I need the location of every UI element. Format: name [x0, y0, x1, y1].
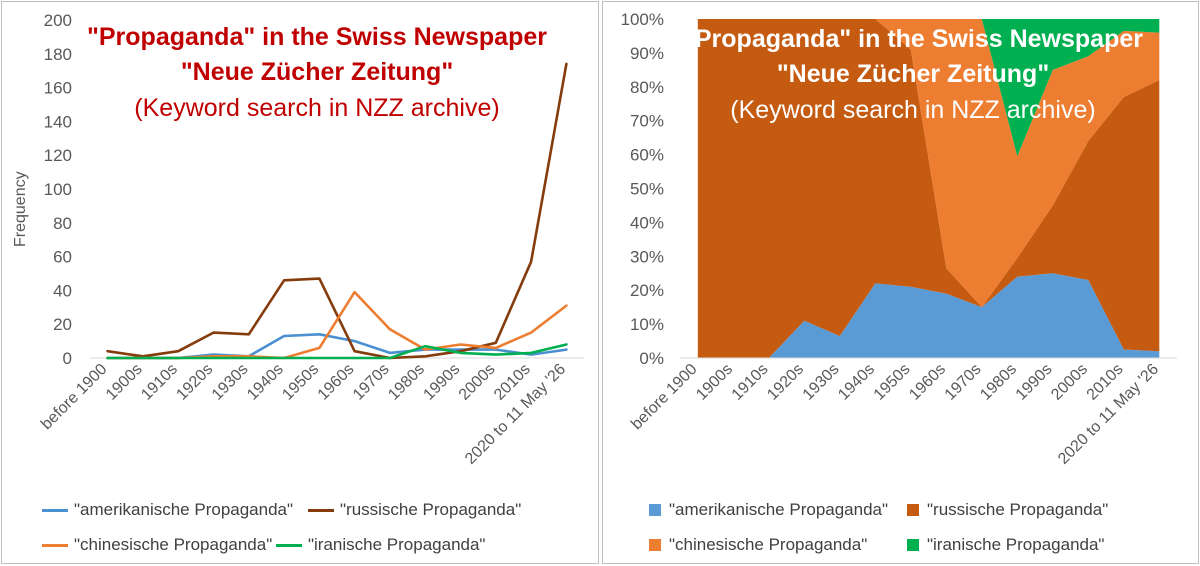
legend-item: "chinesische Propaganda" [42, 535, 272, 555]
legend-item: "iranische Propaganda" [276, 535, 485, 555]
legend-swatch [42, 543, 68, 547]
legend-item: "chinesische Propaganda" [649, 535, 867, 555]
x-tick-label: 1950s [871, 361, 914, 404]
series-area [697, 19, 1160, 157]
legend-swatch [907, 504, 919, 516]
y-tick-label: 60 [53, 248, 72, 267]
legend-label: "chinesische Propaganda" [669, 535, 868, 554]
y-tick-label: 40% [630, 213, 664, 232]
y-tick-label: 100% [621, 10, 664, 29]
x-tick-label: 1970s [350, 361, 393, 404]
x-tick-label: 1920s [764, 361, 807, 404]
legend-item: "russische Propaganda" [308, 500, 521, 520]
y-tick-label: 0 [63, 349, 72, 368]
y-tick-label: 140 [44, 112, 72, 131]
y-tick-label: 120 [44, 146, 72, 165]
y-tick-label: 10% [630, 315, 664, 334]
x-tick-label: 1980s [977, 361, 1020, 404]
y-axis-label: Frequency [12, 171, 29, 247]
legend-label: "chinesische Propaganda" [74, 535, 273, 554]
series-line [106, 290, 568, 360]
y-tick-label: 50% [630, 180, 664, 199]
line-chart-panel: 0 20 40 60 80 100 120 140 160 180 200 before 1900 19… [1, 1, 599, 564]
x-tick-label: 1910s [138, 361, 181, 404]
legend-label: "amerikanische Propaganda" [669, 500, 889, 519]
legend-swatch [42, 508, 68, 512]
legend-item: "russische Propaganda" [907, 500, 1108, 520]
legend-swatch [907, 539, 919, 551]
y-tick-label: 60% [630, 146, 664, 165]
x-tick-label: 1930s [800, 361, 843, 404]
x-tick-label: 1910s [729, 361, 772, 404]
y-tick-label: 20% [630, 281, 664, 300]
x-tick-label: 1960s [906, 361, 949, 404]
legend-label: "iranische Propaganda" [308, 535, 486, 554]
y-tick-label: 0% [639, 349, 664, 368]
area-chart-panel: 0% 10% 20% 30% 40% 50% 60% 70% 80% 90% 100% before … [602, 1, 1199, 564]
legend-item: "amerikanische Propaganda" [42, 500, 293, 520]
legend-label: "amerikanische Propaganda" [74, 500, 294, 519]
y-tick-label: 90% [630, 44, 664, 63]
legend-item: "amerikanische Propaganda" [649, 500, 888, 520]
legend-label: "iranische Propaganda" [927, 535, 1105, 554]
x-tick-label: 1900s [103, 361, 146, 404]
x-tick-label: 1990s [420, 361, 463, 404]
x-tick-label: 1950s [279, 361, 322, 404]
x-tick-label: 1920s [173, 361, 216, 404]
chart-subtitle: (Keyword search in NZZ archive) [134, 94, 500, 122]
area-chart: 0% 10% 20% 30% 40% 50% 60% 70% 80% 90% 100% before … [621, 10, 1177, 468]
legend-label: "russische Propaganda" [927, 500, 1109, 519]
x-tick-label: before 1900 [38, 361, 110, 433]
series-area [697, 273, 1160, 358]
y-tick-label: 100 [44, 180, 72, 199]
x-tick-label: before 1900 [628, 361, 700, 433]
x-tick-label: 1940s [244, 361, 287, 404]
x-tick-label: 1960s [315, 361, 358, 404]
series-area [697, 19, 1160, 308]
y-tick-label: 180 [44, 45, 72, 64]
y-tick-label: 40 [53, 281, 72, 300]
legend-swatch [649, 539, 661, 551]
series-area [697, 19, 1160, 358]
legend-swatch [308, 508, 334, 512]
chart-title: "Propaganda" in the Swiss Newspaper [683, 25, 1143, 53]
y-tick-label: 20 [53, 315, 72, 334]
y-tick-label: 160 [44, 79, 72, 98]
series-line [106, 62, 568, 360]
series-line [106, 343, 568, 360]
legend-item: "iranische Propaganda" [907, 535, 1104, 555]
legend-swatch [276, 543, 302, 547]
y-tick-label: 200 [44, 11, 72, 30]
chart-title: "Propaganda" in the Swiss Newspaper [87, 23, 547, 51]
x-tick-label: 2000s [1048, 361, 1091, 404]
x-tick-label: 2000s [456, 361, 499, 404]
y-tick-label: 80% [630, 78, 664, 97]
x-tick-label: 1990s [1013, 361, 1056, 404]
y-tick-label: 80 [53, 214, 72, 233]
x-tick-label: 1980s [385, 361, 428, 404]
legend-swatch [649, 504, 661, 516]
x-tick-label: 1970s [942, 361, 985, 404]
chart-title-line2: "Neue Zücher Zeitung" [180, 58, 454, 86]
x-tick-label: 1900s [693, 361, 736, 404]
x-tick-label: 1930s [209, 361, 252, 404]
y-tick-label: 70% [630, 112, 664, 131]
chart-subtitle: (Keyword search in NZZ archive) [730, 96, 1096, 124]
y-tick-label: 30% [630, 247, 664, 266]
chart-title-line2: "Neue Zücher Zeitung" [776, 60, 1050, 88]
legend-label: "russische Propaganda" [340, 500, 522, 519]
x-tick-label: 1940s [835, 361, 878, 404]
